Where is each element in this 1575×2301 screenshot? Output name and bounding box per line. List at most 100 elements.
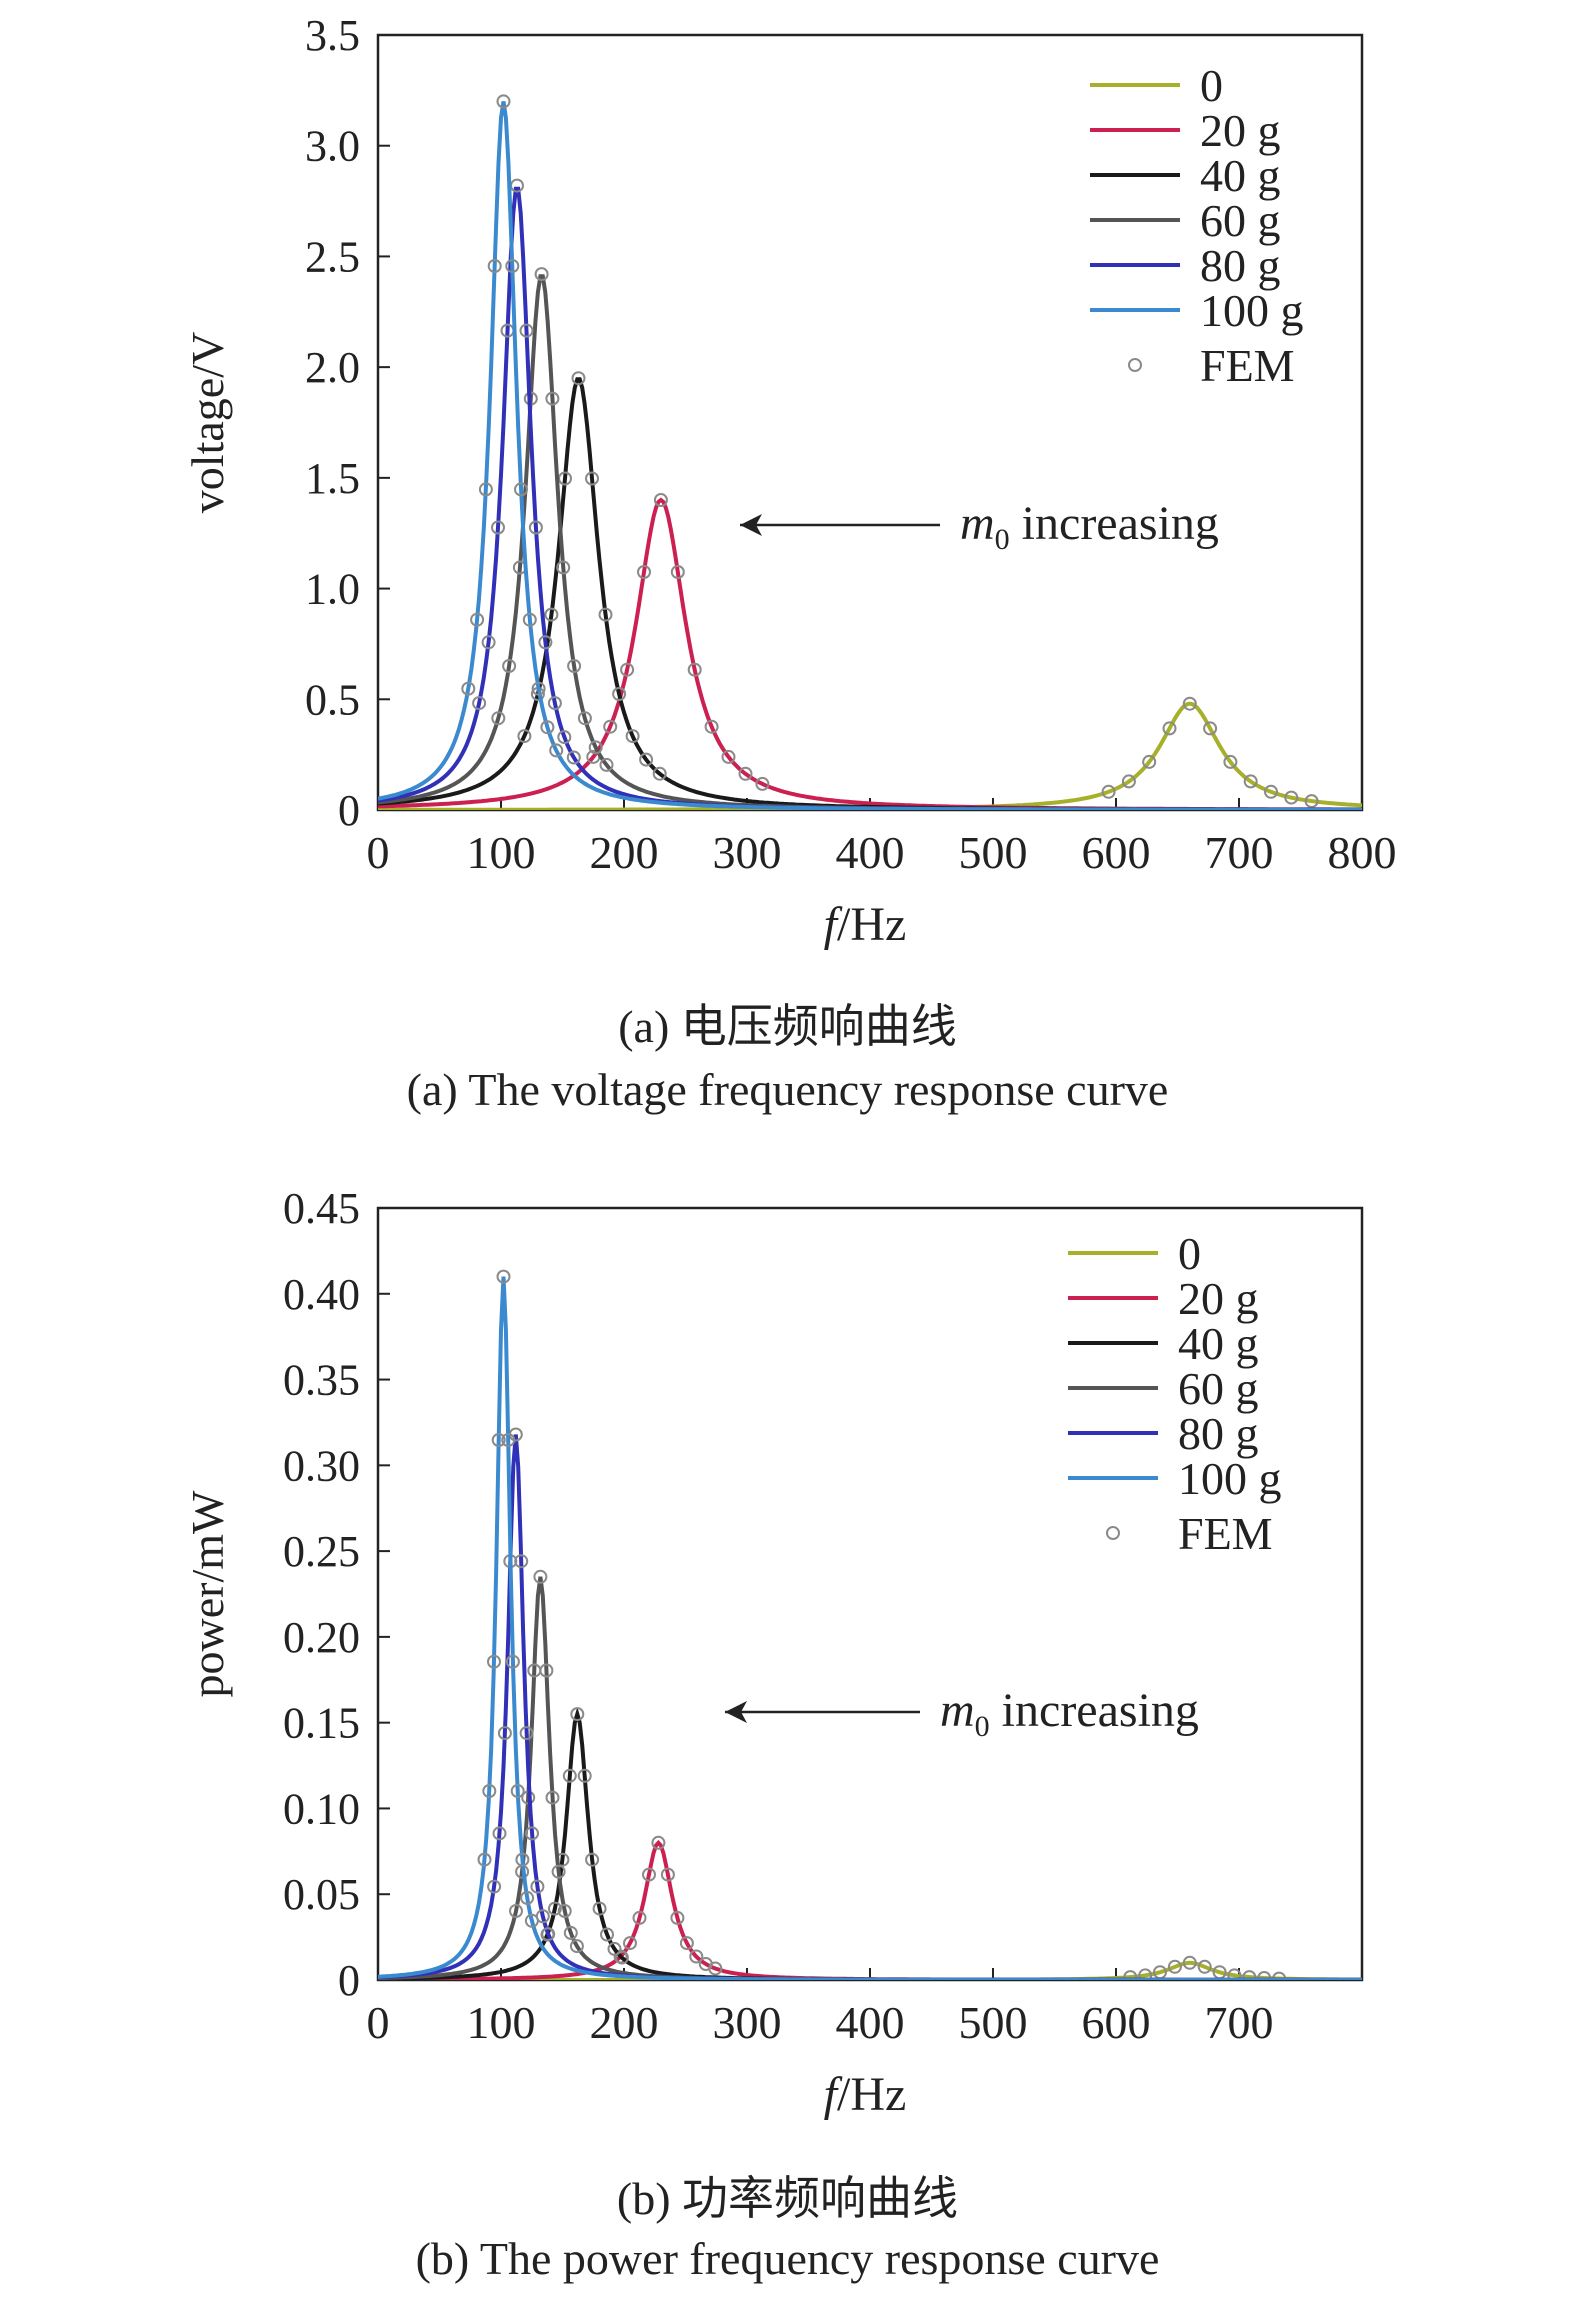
fem-point — [514, 482, 528, 497]
fem-point — [528, 520, 543, 535]
fem-point — [689, 1949, 704, 1964]
x-tick-label: 700 — [1205, 827, 1274, 878]
y-tick-label: 0.5 — [305, 675, 360, 724]
y-tick-label: 1.5 — [305, 454, 360, 503]
fem-point — [1284, 790, 1299, 805]
fem-point — [632, 1910, 647, 1925]
caption-b-chinese: (b) 功率频响曲线 — [616, 2173, 959, 2224]
curves — [378, 94, 1362, 810]
fem-point — [1182, 1955, 1197, 1970]
x-axis-label: f/Hz — [824, 2068, 907, 2121]
fem-point — [1142, 754, 1157, 769]
legend-label-0: 0 — [1200, 60, 1223, 111]
legend-label-3: 60 g — [1200, 195, 1281, 246]
fem-point — [551, 1864, 566, 1879]
fem-point — [472, 696, 487, 711]
y-tick-label: 0 — [338, 1956, 360, 2005]
y-tick-label: 0.45 — [283, 1184, 360, 1233]
fem-point — [557, 730, 572, 745]
legend-label-3: 60 g — [1178, 1363, 1259, 1414]
fem-point — [704, 719, 719, 734]
x-axis-label: f/Hz — [824, 898, 907, 951]
legend-label-2: 40 g — [1178, 1318, 1259, 1369]
fem-point — [487, 1879, 502, 1894]
fem-point — [1304, 794, 1319, 809]
fem-point — [1167, 1959, 1182, 1974]
fem-point — [461, 681, 476, 696]
fem-point — [566, 750, 581, 765]
y-tick-label: 0.25 — [283, 1527, 360, 1576]
y-tick-label: 2.5 — [305, 232, 360, 281]
y-tick-label: 0.05 — [283, 1870, 360, 1919]
fem-point — [549, 743, 564, 758]
curves — [378, 1269, 1362, 1980]
fem-point — [470, 612, 485, 627]
fem-point — [496, 1269, 511, 1284]
fem-point — [567, 659, 582, 673]
fem-point — [607, 1941, 622, 1956]
legend-label-fem: FEM — [1178, 1508, 1273, 1559]
fem-point — [585, 1852, 600, 1867]
fem-point — [540, 720, 555, 735]
fem-point — [1264, 784, 1278, 799]
x-tick-label: 500 — [959, 1997, 1028, 2048]
fem-point — [524, 1913, 539, 1928]
series-line-1 — [378, 1839, 1362, 1980]
fem-point — [563, 1925, 578, 1940]
y-tick-label: 2.0 — [305, 343, 360, 392]
x-tick-label: 600 — [1082, 827, 1151, 878]
y-axis-label: power/mW — [182, 1490, 233, 1698]
fem-point — [653, 493, 668, 507]
x-tick-label: 800 — [1328, 827, 1397, 878]
y-tick-label: 3.5 — [305, 11, 360, 60]
legend-label-1: 20 g — [1178, 1273, 1259, 1324]
legend-label-5: 100 g — [1200, 285, 1304, 336]
fem-point — [721, 749, 736, 764]
annotation-text: m0 increasing — [940, 1684, 1199, 1743]
y-tick-label: 0.35 — [283, 1356, 360, 1405]
fem-point — [496, 94, 511, 109]
y-tick-label: 0.10 — [283, 1784, 360, 1833]
fem-point — [637, 565, 651, 579]
fem-point — [477, 1852, 492, 1867]
fem-point — [642, 1867, 656, 1882]
fem-point — [545, 1790, 560, 1805]
x-tick-label: 100 — [467, 827, 536, 878]
fem-point — [505, 1654, 520, 1669]
legend-fem-marker — [1128, 358, 1142, 372]
x-tick-label: 700 — [1205, 1997, 1274, 2048]
fem-point — [1162, 721, 1177, 736]
fem-point — [505, 259, 520, 273]
x-tick-label: 300 — [713, 1997, 782, 2048]
fem-point — [687, 662, 702, 677]
fem-point — [599, 757, 614, 772]
fem-point — [571, 371, 586, 386]
x-tick-label: 0 — [367, 1997, 390, 2048]
x-tick-label: 400 — [836, 827, 905, 878]
fem-point — [534, 267, 549, 282]
x-tick-label: 0 — [367, 827, 390, 878]
fem-point — [509, 1904, 523, 1918]
series-line-2 — [378, 377, 1362, 810]
y-axis-label: voltage/V — [182, 332, 233, 513]
fem-point — [525, 1826, 539, 1841]
fem-point — [1243, 774, 1258, 789]
fem-point — [519, 323, 534, 338]
fem-point — [541, 1927, 556, 1942]
x-tick-label: 300 — [713, 827, 782, 878]
fem-point — [708, 1961, 723, 1976]
series-line-5 — [378, 1276, 1362, 1980]
fem-point — [487, 1654, 501, 1669]
caption-b-english: (b) The power frequency response curve — [415, 2233, 1160, 2284]
legend-label-5: 100 g — [1178, 1453, 1282, 1504]
x-tick-label: 500 — [959, 827, 1028, 878]
fem-point — [652, 766, 667, 781]
fem-point — [592, 1901, 607, 1916]
fem-point — [598, 607, 613, 622]
fem-point — [1123, 1970, 1138, 1980]
fem-point — [502, 659, 517, 673]
fem-point — [585, 471, 599, 486]
fem-point — [588, 740, 603, 755]
